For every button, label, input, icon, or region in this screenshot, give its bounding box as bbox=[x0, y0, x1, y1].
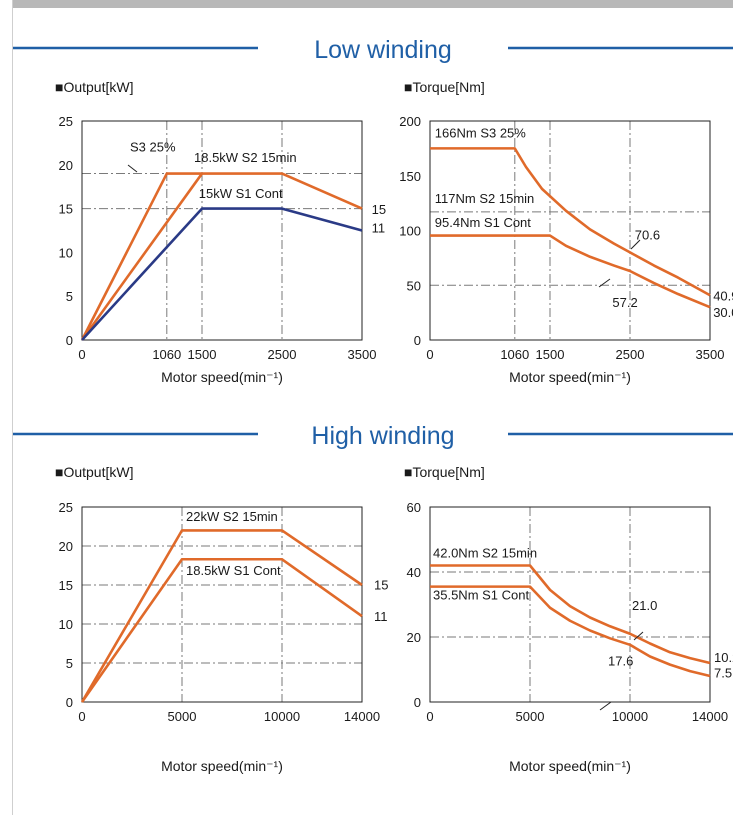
pointer-arrow bbox=[630, 239, 641, 250]
y-tick-label: 0 bbox=[414, 695, 421, 710]
x-tick-label: 14000 bbox=[692, 709, 728, 724]
x-tick-label: 5000 bbox=[168, 709, 197, 724]
annotation-label: 15 bbox=[374, 578, 388, 593]
y-tick-label: 200 bbox=[399, 114, 421, 129]
annotation-label: 18.5kW S1 Cont bbox=[186, 563, 281, 578]
annotation-label: 18.5kW S2 15min bbox=[194, 150, 297, 165]
chart-title: ■Output[kW] bbox=[55, 464, 133, 480]
x-tick-label: 14000 bbox=[344, 709, 380, 724]
plot-frame bbox=[429, 506, 711, 703]
annotation-label: 117Nm S2 15min bbox=[435, 191, 534, 206]
annotation-label: S3 25% bbox=[130, 140, 176, 155]
chart-title: ■Torque[Nm] bbox=[404, 79, 485, 95]
annotation-label: 40.9 bbox=[713, 289, 733, 304]
annotation-label: 15 bbox=[372, 202, 386, 217]
plot-frame bbox=[429, 120, 711, 341]
x-tick-label: 0 bbox=[426, 347, 433, 362]
y-tick-label: 40 bbox=[407, 565, 421, 580]
y-tick-label: 5 bbox=[66, 289, 73, 304]
annotation-label: 11 bbox=[374, 609, 388, 624]
x-axis-label: Motor speed(min⁻¹) bbox=[509, 369, 631, 385]
x-tick-label: 5000 bbox=[516, 709, 545, 724]
y-tick-label: 15 bbox=[59, 202, 73, 217]
pointer-arrow bbox=[633, 631, 644, 641]
x-tick-label: 0 bbox=[78, 347, 85, 362]
x-tick-label: 10000 bbox=[612, 709, 648, 724]
annotation-label: 42.0Nm S2 15min bbox=[433, 545, 537, 560]
chart-title: ■Output[kW] bbox=[55, 79, 133, 95]
x-tick-label: 0 bbox=[78, 709, 85, 724]
annotation-label: 35.5Nm S1 Cont bbox=[433, 588, 529, 603]
y-tick-label: 20 bbox=[59, 539, 73, 554]
series-line-1 bbox=[80, 172, 363, 341]
pointer-arrow bbox=[599, 701, 612, 711]
y-tick-label: 50 bbox=[407, 278, 421, 293]
series-line-1 bbox=[430, 147, 711, 297]
annotation-label: 30.0 bbox=[713, 305, 733, 320]
y-tick-label: 150 bbox=[399, 169, 421, 184]
x-axis-label: Motor speed(min⁻¹) bbox=[161, 758, 283, 774]
y-tick-label: 15 bbox=[59, 578, 73, 593]
y-tick-label: 60 bbox=[407, 500, 421, 515]
x-tick-label: 10000 bbox=[264, 709, 300, 724]
low-output-chart: ■Output[kW] 0 5 10 15 20 25 0 1060 1500 2500 3500 Mo… bbox=[55, 79, 386, 385]
high-output-chart: ■Output[kW] 0 5 10 15 20 25 0 5000 10000 14000 Moto… bbox=[55, 464, 388, 774]
x-tick-label: 1500 bbox=[536, 347, 565, 362]
annotation-label: 7.5 bbox=[714, 665, 732, 680]
y-tick-label: 5 bbox=[66, 656, 73, 671]
chart-title: ■Torque[Nm] bbox=[404, 464, 485, 480]
low-winding-header: Low winding bbox=[13, 36, 733, 64]
annotation-label: 17.6 bbox=[608, 653, 633, 668]
series-line-2 bbox=[80, 557, 363, 703]
annotation-label: 166Nm S3 25% bbox=[435, 125, 526, 140]
x-axis-label: Motor speed(min⁻¹) bbox=[509, 758, 631, 774]
annotation-label: 21.0 bbox=[632, 598, 657, 613]
series-line-3 bbox=[81, 207, 363, 341]
annotation-label: 11 bbox=[372, 220, 386, 235]
x-tick-label: 3500 bbox=[348, 347, 377, 362]
x-tick-label: 0 bbox=[426, 709, 433, 724]
series-line-2 bbox=[430, 234, 711, 309]
series-line-1 bbox=[430, 564, 711, 665]
y-tick-label: 0 bbox=[414, 333, 421, 348]
annotation-label: 57.2 bbox=[612, 295, 637, 310]
series-line-1 bbox=[80, 529, 363, 703]
page-top-border bbox=[0, 0, 733, 8]
series-line-2 bbox=[80, 172, 204, 341]
x-axis-label: Motor speed(min⁻¹) bbox=[161, 369, 283, 385]
y-tick-label: 10 bbox=[59, 245, 73, 260]
pointer-arrow bbox=[598, 278, 611, 288]
annotation-label: 15kW S1 Cont bbox=[199, 186, 283, 201]
y-tick-label: 0 bbox=[66, 695, 73, 710]
x-tick-label: 1060 bbox=[500, 347, 529, 362]
annotation-label: 10.2 bbox=[714, 650, 733, 665]
pointer-arrow bbox=[127, 164, 138, 173]
low-torque-chart: ■Torque[Nm] 0 50 100 150 200 0 1060 1500 2500 3500… bbox=[399, 79, 733, 385]
x-tick-label: 2500 bbox=[616, 347, 645, 362]
y-tick-label: 20 bbox=[407, 630, 421, 645]
y-tick-label: 0 bbox=[66, 333, 73, 348]
annotation-label: 22kW S2 15min bbox=[186, 509, 278, 524]
y-tick-label: 20 bbox=[59, 158, 73, 173]
series-line-2 bbox=[430, 585, 711, 678]
x-tick-label: 1060 bbox=[152, 347, 181, 362]
plot-frame bbox=[81, 506, 363, 703]
section-title: High winding bbox=[311, 422, 454, 450]
y-tick-label: 25 bbox=[59, 114, 73, 129]
x-tick-label: 1500 bbox=[188, 347, 217, 362]
x-tick-label: 2500 bbox=[268, 347, 297, 362]
page-left-margin bbox=[0, 0, 13, 815]
annotation-label: 70.6 bbox=[635, 227, 660, 242]
y-tick-label: 25 bbox=[59, 500, 73, 515]
high-winding-header: High winding bbox=[13, 422, 733, 450]
y-tick-label: 10 bbox=[59, 617, 73, 632]
y-tick-label: 100 bbox=[399, 224, 421, 239]
x-tick-label: 3500 bbox=[696, 347, 725, 362]
section-title: Low winding bbox=[314, 36, 452, 64]
high-torque-chart: ■Torque[Nm] 0 20 40 60 0 5000 10000 14000 Motor s… bbox=[404, 464, 733, 774]
annotation-label: 95.4Nm S1 Cont bbox=[435, 215, 531, 230]
